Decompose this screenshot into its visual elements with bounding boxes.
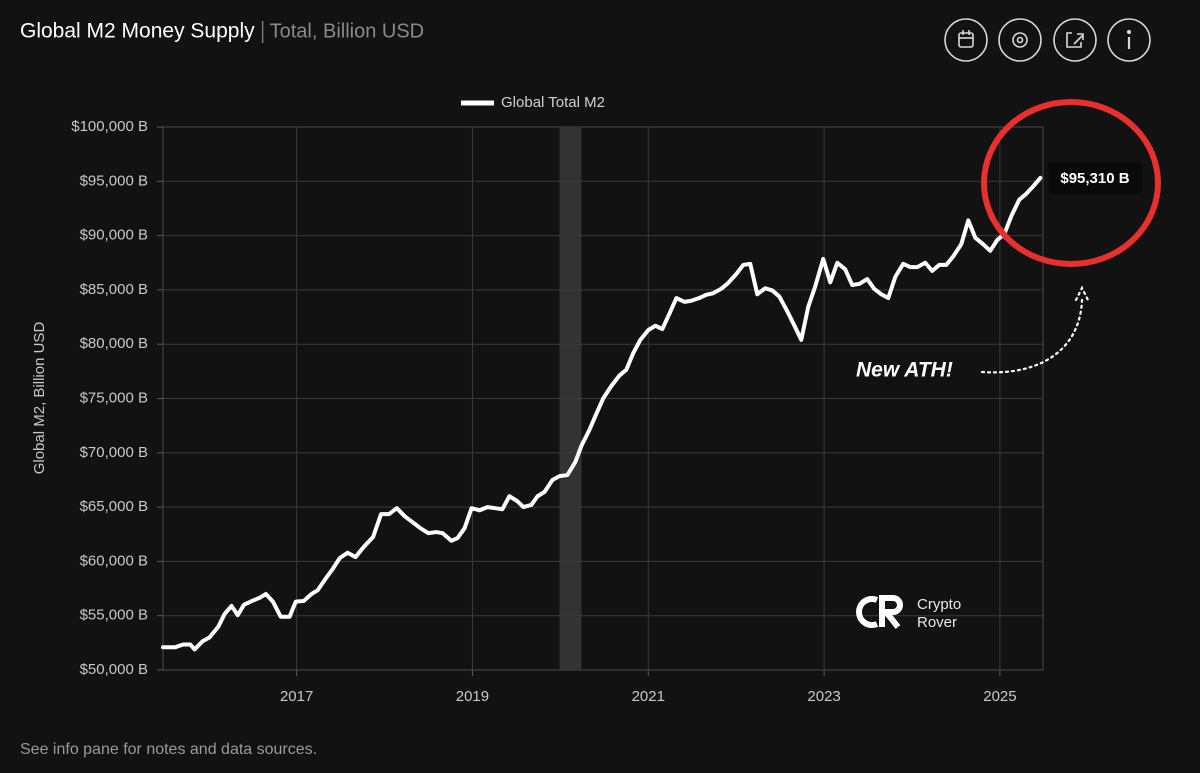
legend-label: Global Total M2 — [501, 94, 605, 111]
watermark-logo — [856, 596, 879, 628]
watermark-logo — [879, 595, 903, 629]
x-tick-label: 2019 — [456, 688, 489, 705]
y-tick-label: $75,000 B — [80, 389, 148, 406]
chart-title: Global M2 Money Supply — [20, 20, 255, 43]
x-tick-label: 2025 — [983, 688, 1016, 705]
settings-button[interactable] — [998, 18, 1042, 62]
annotation-arrow-head — [1074, 285, 1090, 302]
x-tick-label: 2017 — [280, 688, 313, 705]
y-axis-label: Global M2, Billion USD — [31, 322, 48, 475]
legend: Global Total M2 — [461, 94, 605, 111]
annotation: New ATH! — [856, 359, 953, 382]
y-tick-label: $50,000 B — [80, 661, 148, 678]
y-tick-label: $85,000 B — [80, 281, 148, 298]
toolbar — [944, 18, 1151, 62]
y-tick-label: $80,000 B — [80, 335, 148, 352]
y-tick-label: $65,000 B — [80, 498, 148, 515]
chart-subtitle: Total, Billion USD — [270, 20, 425, 42]
watermark: Crypto Rover — [856, 595, 961, 631]
callout: New ATH! — [856, 99, 1161, 382]
calendar-button[interactable] — [944, 18, 988, 62]
watermark-text: Rover — [917, 614, 957, 631]
y-tick-label: $55,000 B — [80, 607, 148, 624]
value-label: $95,310 B — [1048, 161, 1142, 194]
x-tick-label: 2023 — [807, 688, 840, 705]
footer-note: See info pane for notes and data sources… — [20, 741, 317, 758]
open-external-button[interactable] — [1053, 18, 1097, 62]
y-tick-label: $70,000 B — [80, 444, 148, 461]
y-tick-label: $90,000 B — [80, 227, 148, 244]
value-label-box — [1048, 161, 1142, 194]
annotation-arrow — [980, 298, 1084, 374]
data-line — [161, 175, 1043, 652]
watermark-text: Crypto — [917, 596, 961, 613]
x-tick-label: 2021 — [632, 688, 665, 705]
y-tick-label: $100,000 B — [71, 118, 148, 135]
highlight-ellipse — [981, 99, 1161, 267]
info-button[interactable] — [1107, 18, 1151, 62]
value-label-text: $95,310 B — [1060, 170, 1129, 187]
y-tick-label: $60,000 B — [80, 552, 148, 569]
y-tick-label: $95,000 B — [80, 172, 148, 189]
